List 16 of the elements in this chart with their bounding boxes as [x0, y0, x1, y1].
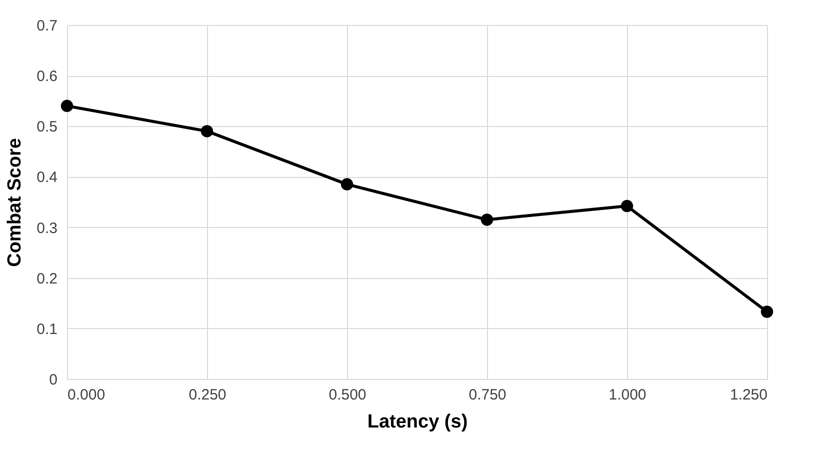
y-tick-label: 0.1: [36, 320, 58, 338]
x-axis-title: Latency (s): [367, 412, 468, 432]
y-tick-label: 0.5: [36, 118, 58, 136]
y-tick-label: 0.6: [36, 68, 58, 86]
x-tick-label: 0.500: [328, 386, 366, 404]
y-axis-title: Combat Score: [4, 138, 26, 267]
x-tick-label: 0.750: [468, 386, 506, 404]
y-tick-label: 0: [49, 372, 58, 388]
y-tick-label: 0.4: [36, 169, 58, 186]
y-tick-label: 0.3: [36, 220, 58, 237]
x-tick-label: 0.250: [188, 386, 226, 404]
y-tick-label: 0.7: [36, 18, 58, 34]
y-tick-label: 0.2: [36, 270, 58, 288]
x-tick-label: 1.250: [730, 386, 768, 404]
x-tick-label: 0.000: [68, 386, 106, 404]
x-tick-label: 1.000: [608, 386, 646, 404]
